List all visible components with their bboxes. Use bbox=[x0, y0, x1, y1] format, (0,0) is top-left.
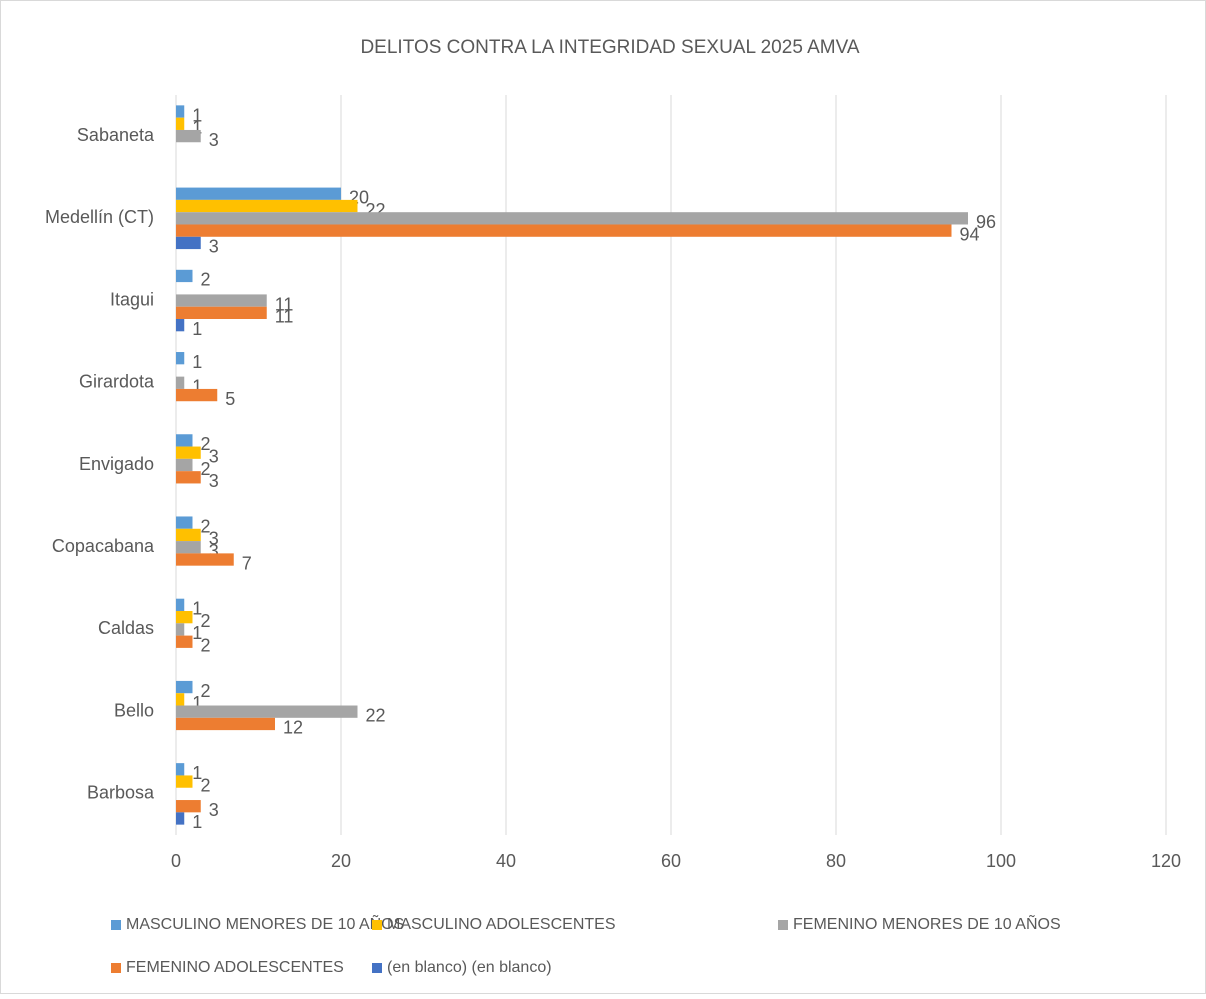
bar bbox=[176, 598, 185, 611]
bar bbox=[176, 610, 193, 624]
data-label: 11 bbox=[275, 307, 294, 327]
bar bbox=[176, 269, 193, 283]
data-label: 1 bbox=[192, 812, 202, 832]
data-label: 5 bbox=[225, 389, 235, 409]
x-tick-label: 40 bbox=[496, 851, 516, 871]
y-tick-label: Barbosa bbox=[87, 783, 155, 803]
data-label: 7 bbox=[242, 553, 252, 573]
data-label: 2 bbox=[201, 270, 211, 290]
x-tick-label: 80 bbox=[826, 851, 846, 871]
bar bbox=[176, 117, 185, 130]
legend-label: FEMENINO MENORES DE 10 AÑOS bbox=[793, 913, 1061, 933]
y-tick-label: Itagui bbox=[110, 289, 154, 309]
bar bbox=[176, 319, 185, 332]
bar bbox=[176, 388, 218, 402]
data-label: 2 bbox=[201, 434, 211, 454]
chart-title: DELITOS CONTRA LA INTEGRIDAD SEXUAL 2025… bbox=[360, 37, 859, 58]
bar bbox=[176, 471, 201, 484]
y-tick-label: Bello bbox=[114, 700, 154, 720]
data-label: 2 bbox=[201, 635, 211, 655]
data-label: 3 bbox=[209, 446, 219, 466]
bar bbox=[176, 352, 185, 365]
x-tick-label: 0 bbox=[171, 851, 181, 871]
data-label: 1 bbox=[192, 352, 202, 372]
bar bbox=[176, 635, 193, 648]
bar bbox=[176, 236, 201, 250]
data-label: 1 bbox=[192, 623, 202, 643]
bar bbox=[176, 105, 185, 118]
bar bbox=[176, 446, 201, 459]
legend-swatch bbox=[111, 963, 121, 973]
legend-label: MASCULINO ADOLESCENTES bbox=[387, 916, 616, 933]
bar bbox=[176, 376, 185, 389]
bar bbox=[176, 129, 201, 143]
bar bbox=[176, 705, 358, 718]
data-label: 22 bbox=[366, 705, 386, 725]
bar bbox=[176, 553, 234, 566]
data-label: 3 bbox=[209, 800, 219, 820]
data-label: 11 bbox=[275, 294, 294, 314]
y-tick-label: Copacabana bbox=[52, 536, 155, 556]
legend-swatch bbox=[111, 920, 121, 930]
data-label: 2 bbox=[201, 516, 211, 536]
bar bbox=[176, 434, 193, 447]
x-tick-label: 120 bbox=[1151, 851, 1181, 871]
bar bbox=[176, 623, 185, 636]
legend-label: (en blanco) (en blanco) bbox=[387, 959, 552, 976]
data-label: 94 bbox=[960, 224, 980, 244]
y-tick-label: Envigado bbox=[79, 454, 154, 474]
data-label: 1 bbox=[192, 693, 202, 713]
data-label: 1 bbox=[192, 763, 202, 783]
legend-label: FEMENINO ADOLESCENTES bbox=[126, 959, 344, 976]
legend-label: MASCULINO MENORES DE 10 AÑOS bbox=[126, 913, 404, 933]
bar bbox=[176, 224, 952, 237]
data-label: 3 bbox=[209, 541, 219, 561]
bar bbox=[176, 294, 267, 307]
y-tick-label: Caldas bbox=[98, 618, 154, 638]
data-label: 1 bbox=[192, 105, 202, 125]
data-label: 3 bbox=[209, 130, 219, 150]
legend-swatch bbox=[372, 963, 382, 973]
data-label: 1 bbox=[192, 599, 202, 619]
bar bbox=[176, 693, 185, 706]
data-label: 2 bbox=[201, 459, 211, 479]
y-tick-label: Sabaneta bbox=[77, 125, 155, 145]
data-label: 2 bbox=[201, 775, 211, 795]
x-tick-label: 60 bbox=[661, 851, 681, 871]
data-label: 3 bbox=[209, 529, 219, 549]
data-label: 2 bbox=[201, 681, 211, 701]
bar bbox=[176, 212, 968, 225]
bar bbox=[176, 306, 267, 320]
bar bbox=[176, 680, 193, 694]
bar bbox=[176, 187, 341, 200]
bar bbox=[176, 516, 193, 529]
x-tick-label: 20 bbox=[331, 851, 351, 871]
bar bbox=[176, 199, 358, 213]
bar bbox=[176, 800, 201, 813]
data-label: 1 bbox=[192, 118, 202, 138]
data-label: 96 bbox=[976, 212, 996, 232]
bar bbox=[176, 458, 193, 472]
bar bbox=[176, 775, 193, 788]
bar bbox=[176, 541, 201, 554]
bar bbox=[176, 812, 185, 825]
bar bbox=[176, 717, 275, 731]
bar bbox=[176, 763, 185, 776]
x-tick-label: 100 bbox=[986, 851, 1016, 871]
legend-swatch bbox=[778, 920, 788, 930]
legend-swatch bbox=[372, 920, 382, 930]
bar bbox=[176, 528, 201, 542]
data-label: 3 bbox=[209, 237, 219, 257]
data-label: 12 bbox=[283, 718, 303, 738]
y-tick-label: Girardota bbox=[79, 372, 155, 392]
data-label: 1 bbox=[192, 377, 202, 397]
y-tick-label: Medellín (CT) bbox=[45, 207, 154, 227]
data-label: 2 bbox=[201, 611, 211, 631]
data-label: 3 bbox=[209, 471, 219, 491]
data-label: 1 bbox=[192, 319, 202, 339]
